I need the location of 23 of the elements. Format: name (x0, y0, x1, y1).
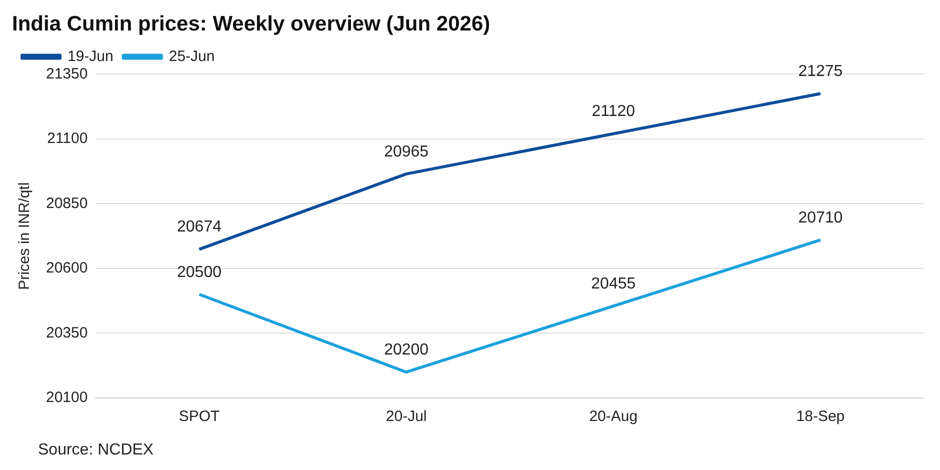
x-tick-label: SPOT (178, 408, 220, 426)
legend-label: 25-Jun (168, 48, 215, 65)
data-label: 20500 (176, 264, 222, 281)
data-label: 21120 (592, 103, 636, 120)
data-label: 20455 (591, 275, 636, 292)
data-label: 21275 (798, 63, 843, 80)
legend-label: 19-Jun (68, 48, 114, 65)
y-tick-label: 21350 (46, 65, 88, 82)
y-tick-label: 20850 (46, 194, 88, 212)
x-tick-label: 18-Sep (796, 408, 845, 426)
y-tick-label: 20600 (46, 260, 88, 277)
data-label: 20674 (176, 218, 222, 236)
source-note: Source: NCDEX (38, 441, 154, 458)
data-label: 20200 (384, 342, 429, 358)
x-tick-label: 20-Aug (589, 408, 638, 426)
data-label: 20710 (798, 209, 843, 226)
y-tick-label: 21100 (47, 130, 88, 148)
y-axis-title: Prices in INR/qtl (16, 182, 34, 290)
data-label: 20965 (384, 143, 429, 160)
x-tick-label: 20-Jul (386, 408, 427, 426)
y-tick-label: 20350 (46, 324, 88, 342)
chart-title: India Cumin prices: Weekly overview (Jun 2026) (12, 12, 490, 36)
y-tick-label: 20100 (46, 389, 88, 406)
